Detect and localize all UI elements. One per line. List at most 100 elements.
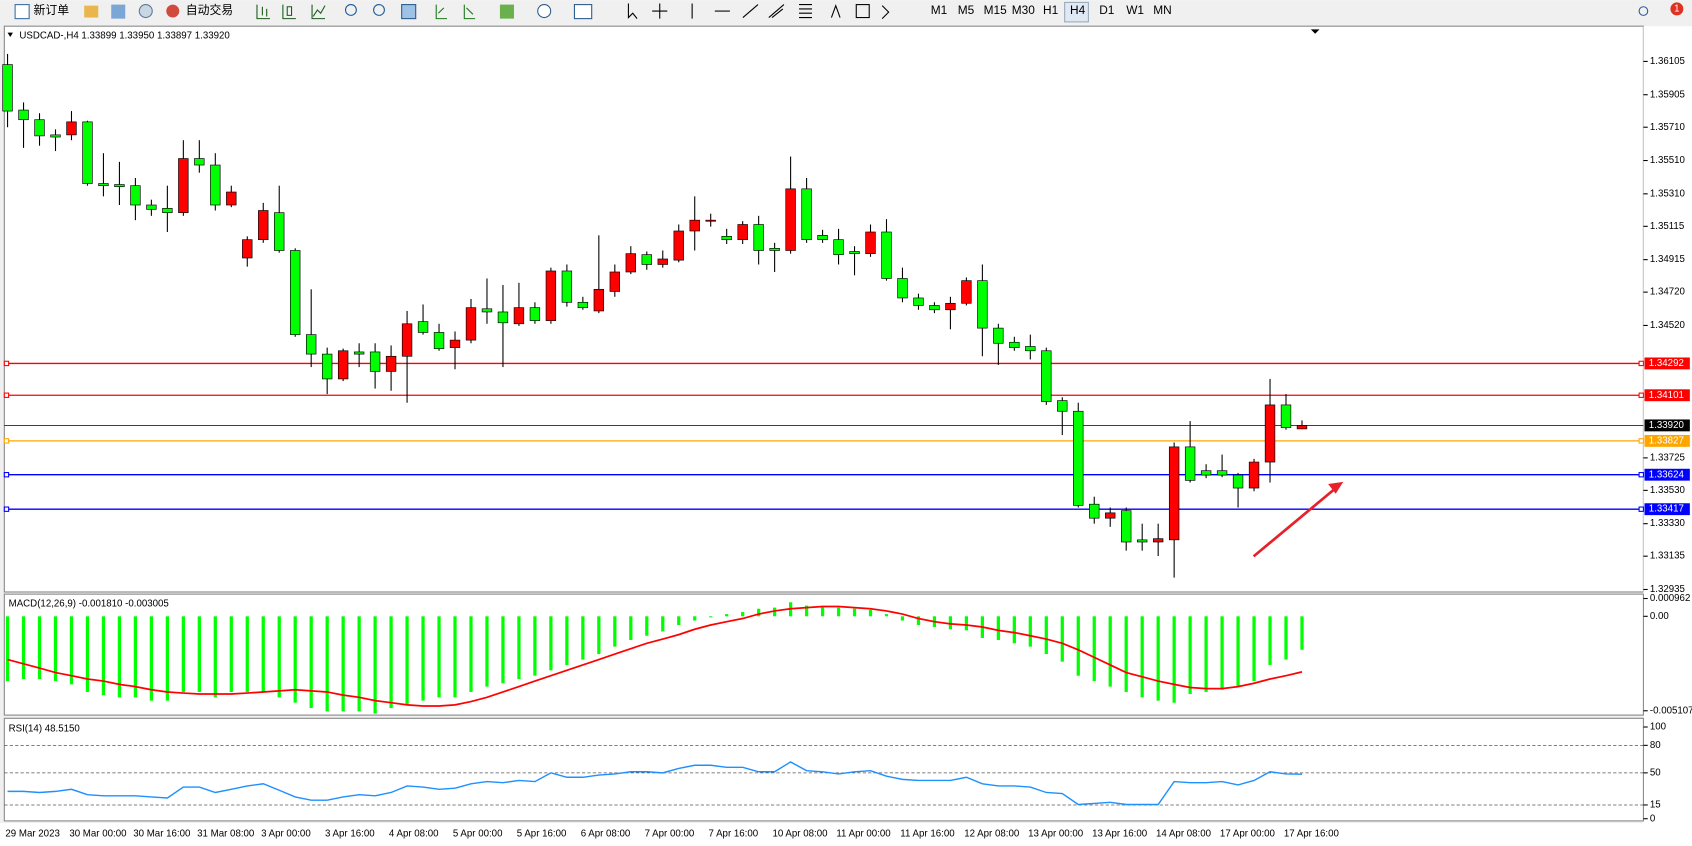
y-tick-label: 80 [1650,740,1661,751]
macd-bar [661,616,665,632]
rsi-title: RSI(14) 48.5150 [9,724,81,735]
x-tick-label: 10 Apr 08:00 [772,828,828,839]
cursor[interactable] [627,3,638,19]
macd-bar [996,616,1000,640]
macd-bar [693,616,697,621]
candle-body [705,219,716,222]
candle-body [1184,446,1196,481]
timeframe-button[interactable]: M30 [1012,3,1035,17]
icon[interactable] [311,4,326,20]
x-tick-label: 13 Apr 00:00 [1028,828,1084,839]
indicators[interactable] [499,4,514,19]
icon[interactable] [256,4,270,20]
macd-bar [261,616,265,692]
text-tool[interactable] [830,4,841,18]
x-tick-label: 3 Apr 16:00 [325,828,375,839]
periods[interactable] [537,4,552,19]
channel[interactable] [768,4,785,18]
y-tick-label: 0.000962 [1650,593,1690,604]
candle-body [66,121,77,136]
timeframe-button[interactable]: W1 [1126,3,1144,17]
macd-bar [69,616,74,685]
candle-body [945,302,956,311]
timeframe-button[interactable]: M5 [958,3,975,17]
icon[interactable] [463,4,476,20]
macd-bar [900,616,905,621]
macd-bar [677,616,681,626]
macd-bar [820,606,825,617]
icon[interactable] [84,5,99,18]
zoom-in[interactable] [344,4,357,16]
x-tick-label: 31 Mar 08:00 [197,828,255,839]
tile[interactable] [401,4,417,20]
timeframe-button[interactable]: M1 [931,3,948,17]
macd-bar [1028,616,1032,647]
macd-bar [277,616,281,698]
macd-bar [149,616,154,701]
text-label-tool[interactable] [855,4,870,19]
macd-bar [565,616,569,665]
candle-body [1136,539,1148,543]
candle-body [98,183,109,187]
macd-bar [1124,616,1128,692]
icon[interactable] [435,4,448,20]
x-tick-label: 30 Mar 00:00 [69,828,127,839]
search[interactable] [1638,6,1649,16]
badge-count[interactable]: 1 [1674,3,1679,14]
icon[interactable] [282,4,296,20]
macd-bar [852,608,857,617]
level-handle [1638,360,1644,367]
macd-bar [213,616,217,698]
auto-trading-button[interactable]: 自动交易 [186,3,233,17]
macd-bar [341,616,345,712]
macd-bar [757,608,761,617]
y-tick-label: 1.35510 [1650,155,1686,166]
candle-body [529,307,541,321]
fibo[interactable] [799,4,812,19]
trendline[interactable] [742,4,759,18]
macd-bar [629,616,633,640]
x-tick-label: 17 Apr 00:00 [1220,828,1276,839]
macd-bar [421,616,425,701]
timeframe-button[interactable]: D1 [1099,3,1115,17]
x-tick-label: 4 Apr 08:00 [389,828,439,839]
badge[interactable] [1670,2,1684,16]
icon[interactable] [111,4,126,19]
annotation-arrow [1252,486,1338,558]
zoom-out[interactable] [373,4,385,16]
macd-bar [453,616,457,698]
candle-body [1073,410,1084,506]
candle-body [385,355,397,372]
macd-bar [868,609,873,617]
arrows[interactable] [881,5,890,20]
auto-trading-icon[interactable] [166,4,180,18]
timeframe-button[interactable]: H4 [1070,3,1086,17]
crosshair[interactable] [652,3,668,19]
macd-bar [581,616,585,660]
last-price-label: 1.33920 [1649,420,1685,431]
level-tag-label: 1.34101 [1649,390,1684,401]
macd-bar [485,616,489,687]
templates[interactable] [573,4,593,20]
candle-body [865,231,876,254]
macd-bar [709,616,713,618]
timeframe-button[interactable]: MN [1153,3,1171,17]
level-tag-label: 1.34292 [1649,358,1684,369]
macd-bar [1012,616,1016,644]
new-order-button[interactable]: 新订单 [33,3,69,17]
y-tick-label: 1.33135 [1650,551,1685,562]
candle-body [641,254,652,265]
timeframe-button[interactable]: M15 [984,3,1007,17]
candle-body [513,307,525,325]
icon[interactable] [138,4,153,19]
candle-body [769,247,780,251]
rsi-line [7,761,1302,806]
macd-bar [405,616,409,705]
timeframe-button[interactable]: H1 [1043,3,1059,17]
new-order-icon[interactable] [14,4,30,20]
macd-bar [741,612,745,617]
level-handle [3,438,10,444]
level-handle [3,506,10,512]
x-tick-label: 6 Apr 08:00 [581,828,631,839]
